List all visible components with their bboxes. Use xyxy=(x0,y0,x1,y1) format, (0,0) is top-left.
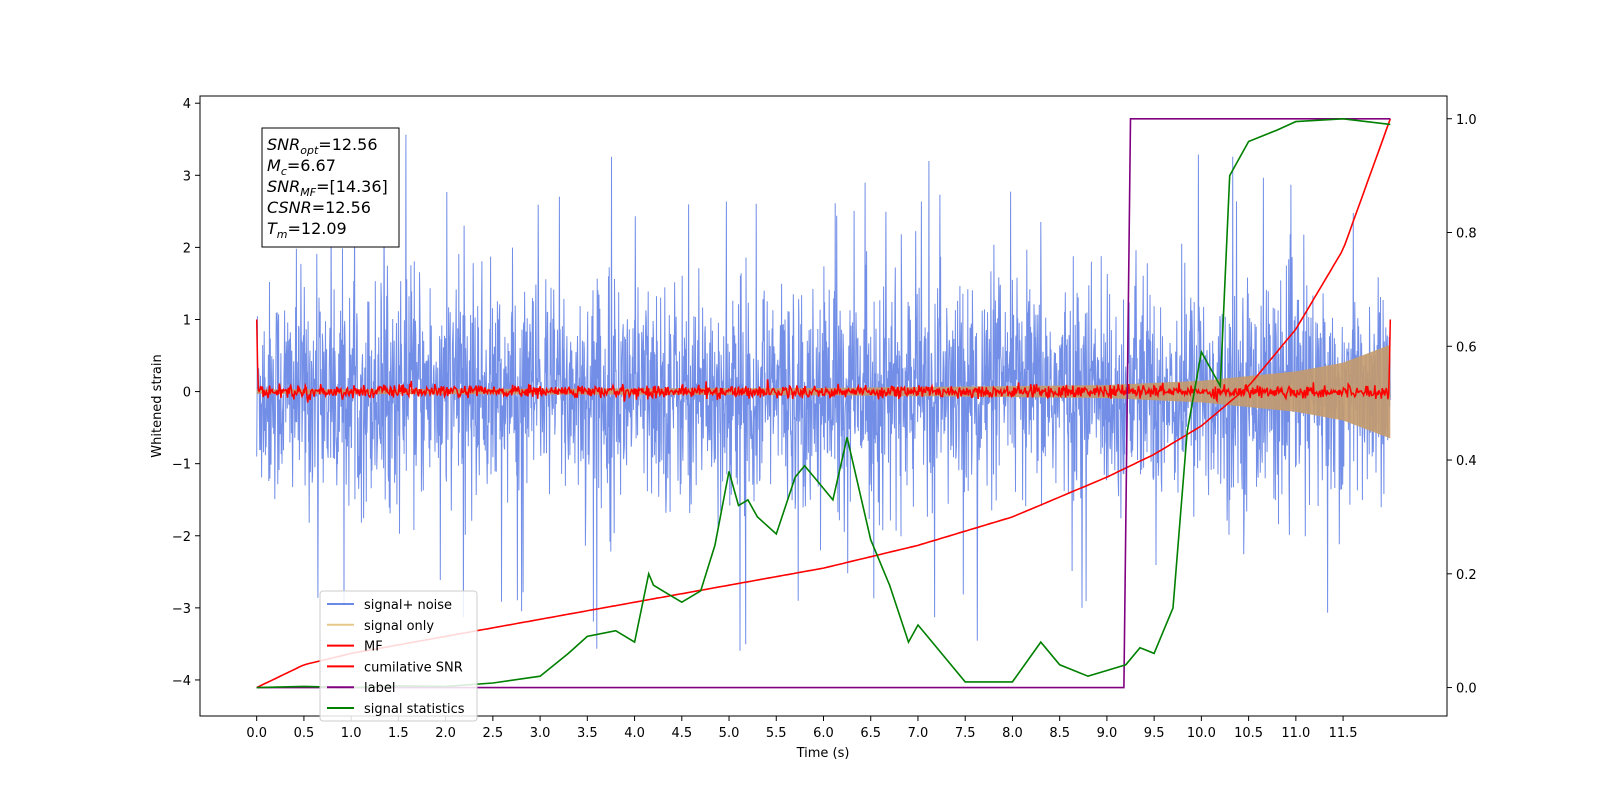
stats-box-frame xyxy=(261,127,400,248)
x-tick-label: 11.0 xyxy=(1281,726,1310,741)
y-axis-right: 1.0 0.8 0.6 0.4 0.2 0.0 xyxy=(1447,113,1477,697)
stats-line: CSNR=12.56 xyxy=(267,198,371,217)
y-axis-left: 4 3 2 1 0 −1 −2 −3 −4 xyxy=(172,97,200,689)
stats-line: Tm=12.09 xyxy=(267,219,347,241)
x-tick-label: 6.5 xyxy=(860,726,881,741)
y-tick-label-left: 2 xyxy=(183,241,191,256)
legend-entry: MF xyxy=(364,640,383,655)
stats-symbol: SNR xyxy=(267,177,300,196)
legend-entry: signal statistics xyxy=(364,702,465,717)
x-tick-label: 8.5 xyxy=(1049,726,1070,741)
y-tick-label-right: 0.0 xyxy=(1456,682,1477,697)
x-tick-label: 4.0 xyxy=(624,726,645,741)
stats-box: SNRopt=12.56Mc=6.67SNRMF=[14.36]CSNR=12.… xyxy=(261,127,400,248)
stats-symbol: CSNR xyxy=(267,198,312,217)
x-tick-label: 3.0 xyxy=(530,726,551,741)
stats-symbol: T xyxy=(267,219,278,238)
x-axis-label: Time (s) xyxy=(796,746,850,761)
y-tick-label-left: −4 xyxy=(172,674,191,689)
series-mf xyxy=(255,319,1392,404)
x-tick-label: 0.0 xyxy=(246,726,267,741)
x-tick-label: 4.5 xyxy=(671,726,692,741)
y-tick-label-right: 1.0 xyxy=(1456,113,1477,128)
x-tick-label: 0.5 xyxy=(294,726,315,741)
x-tick-label: 8.0 xyxy=(1002,726,1023,741)
stats-value: =12.09 xyxy=(288,219,347,238)
stats-line: SNRMF=[14.36] xyxy=(267,177,388,199)
y-tick-label-left: −3 xyxy=(172,602,191,617)
x-tick-label: 5.5 xyxy=(766,726,787,741)
x-tick-label: 3.5 xyxy=(577,726,598,741)
x-tick-label: 7.5 xyxy=(955,726,976,741)
x-tick-label: 11.5 xyxy=(1329,726,1358,741)
x-tick-label: 9.0 xyxy=(1097,726,1118,741)
x-tick-label: 10.5 xyxy=(1234,726,1263,741)
legend-entry: cumilative SNR xyxy=(364,660,463,675)
y-axis-label: Whitened strain xyxy=(150,354,165,457)
stats-line: SNRopt=12.56 xyxy=(267,135,378,157)
x-tick-label: 1.0 xyxy=(341,726,362,741)
stats-symbol: M xyxy=(267,156,281,175)
x-tick-label: 9.5 xyxy=(1144,726,1165,741)
stats-value: =6.67 xyxy=(287,156,336,175)
stats-symbol: SNR xyxy=(267,135,300,154)
stats-subscript: opt xyxy=(300,144,319,157)
y-tick-label-left: 3 xyxy=(183,169,191,184)
series-label xyxy=(256,118,1391,689)
x-tick-label: 10.0 xyxy=(1187,726,1216,741)
y-tick-label-right: 0.2 xyxy=(1456,568,1477,583)
stats-line: Mc=6.67 xyxy=(267,156,336,178)
legend-frame xyxy=(319,590,478,722)
legend: signal+ noise signal only MF cumilative SNR… xyxy=(319,590,478,722)
y-tick-label-left: −2 xyxy=(172,530,191,545)
series-signal-statistics xyxy=(256,117,1391,689)
x-tick-label: 2.5 xyxy=(483,726,504,741)
y-tick-label-right: 0.8 xyxy=(1456,227,1477,242)
stats-subscript: c xyxy=(281,165,287,178)
y-tick-label-left: −1 xyxy=(172,458,191,473)
x-tick-label: 1.5 xyxy=(388,726,409,741)
legend-entry: signal only xyxy=(364,619,434,634)
legend-entry: label xyxy=(364,681,395,696)
stats-value: =12.56 xyxy=(312,198,371,217)
stats-value: =12.56 xyxy=(318,135,377,154)
legend-entry: signal+ noise xyxy=(364,598,452,613)
y-tick-label-right: 0.6 xyxy=(1456,340,1477,355)
stats-value: =[14.36] xyxy=(316,177,388,196)
y-tick-label-left: 1 xyxy=(183,313,191,328)
stats-subscript: m xyxy=(277,228,288,241)
x-tick-label: 5.0 xyxy=(719,726,740,741)
x-tick-label: 6.0 xyxy=(813,726,834,741)
y-tick-label-right: 0.4 xyxy=(1456,454,1477,469)
x-tick-label: 7.0 xyxy=(908,726,929,741)
x-tick-label: 2.0 xyxy=(435,726,456,741)
x-axis: 0.0 0.5 1.0 1.5 2.0 2.5 3.0 3.5 4.0 4.5 5.0 5.5 6.0 6… xyxy=(246,716,1358,741)
y-tick-label-left: 4 xyxy=(183,97,191,112)
series-signal-only xyxy=(256,344,1391,439)
y-tick-label-left: 0 xyxy=(183,386,191,401)
stats-subscript: MF xyxy=(300,186,316,199)
